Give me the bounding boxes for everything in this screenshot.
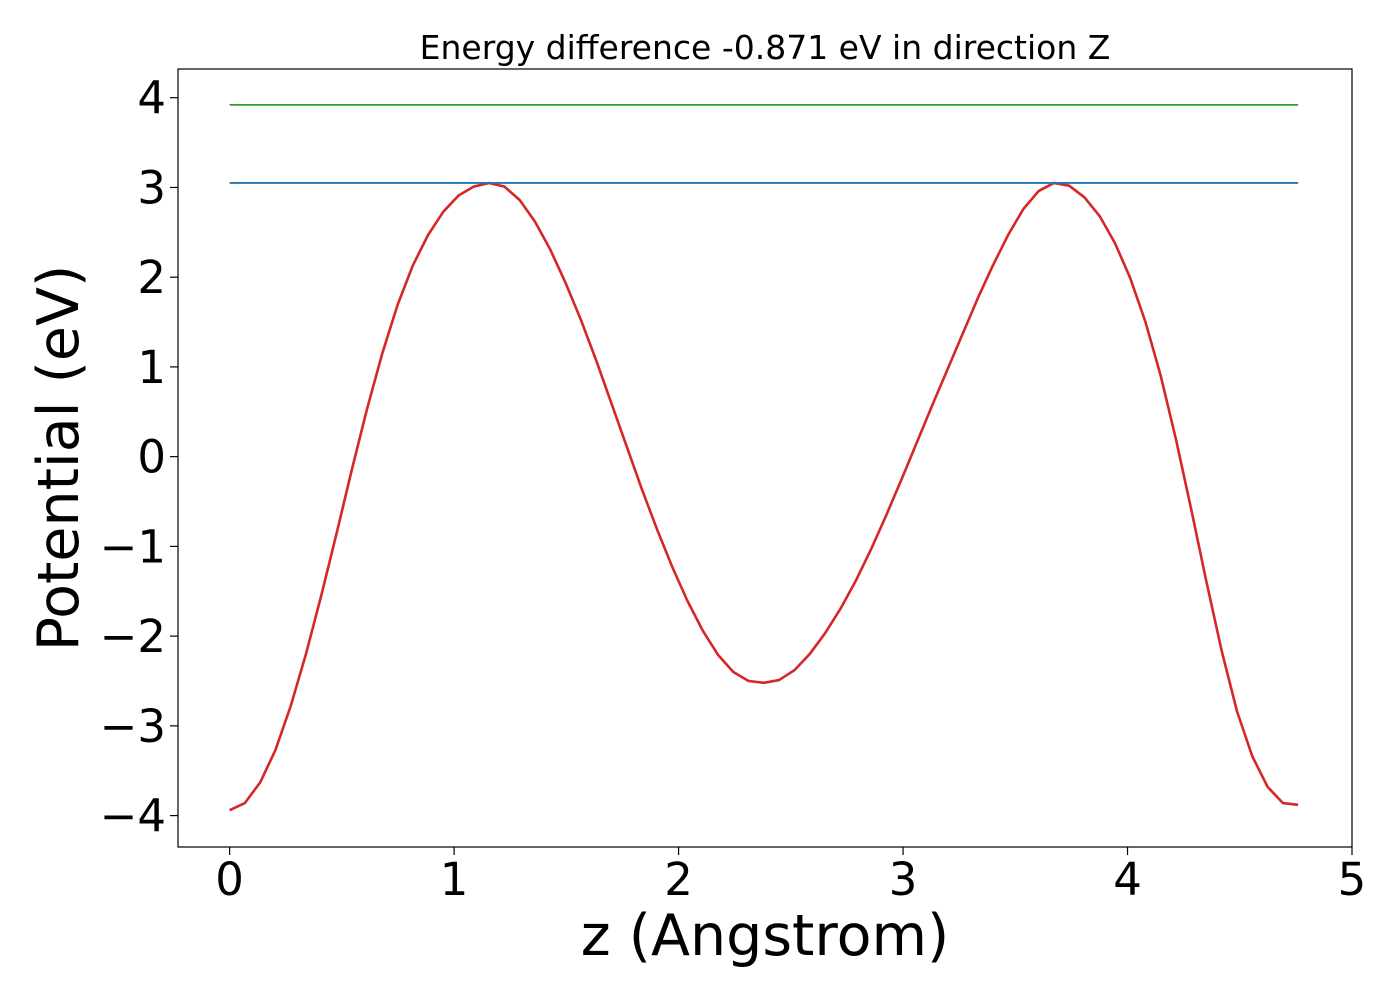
y-tick-label: −2 [100, 610, 166, 663]
y-tick-label: −4 [100, 790, 166, 843]
y-tick-label: 1 [137, 341, 166, 394]
y-tick-label: 3 [137, 161, 166, 214]
y-tick-label: −3 [100, 700, 166, 753]
y-tick-label: 2 [137, 251, 166, 304]
y-axis-label: Potential (eV) [26, 265, 92, 651]
y-axis-ticks: −4 −3 −2 −1 0 1 2 3 4 [100, 72, 178, 843]
y-tick-label: 0 [137, 431, 166, 484]
y-tick-label: 4 [137, 72, 166, 125]
series-layer [229, 103, 1299, 812]
series-line-1 [229, 181, 1299, 812]
y-tick-label: −1 [100, 520, 166, 573]
x-tick-label: 5 [1338, 853, 1367, 906]
x-axis-ticks: 0 1 2 3 4 5 [215, 847, 1366, 906]
chart-title: Energy difference -0.871 eV in direction… [420, 28, 1111, 67]
x-tick-label: 1 [440, 853, 469, 906]
x-tick-label: 4 [1113, 853, 1142, 906]
x-tick-label: 3 [889, 853, 918, 906]
plot-area-frame [177, 68, 1353, 848]
x-tick-label: 0 [215, 853, 244, 906]
x-tick-label: 2 [664, 853, 693, 906]
x-axis-label: z (Angstrom) [581, 903, 949, 969]
